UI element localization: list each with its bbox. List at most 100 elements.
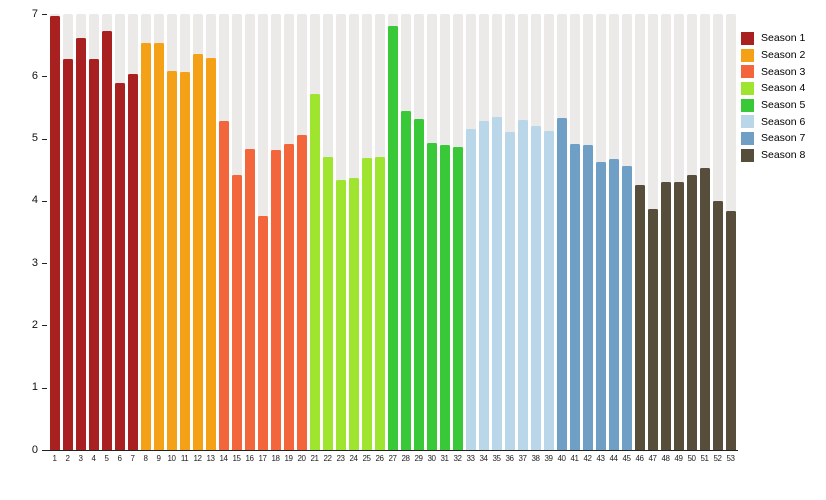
bar-slot-episode-44: [607, 14, 620, 450]
bar-slot-episode-50: [685, 14, 698, 450]
y-tick-label-5: 5: [31, 132, 38, 145]
legend-swatch-icon: [741, 31, 754, 45]
x-tick-label-40: 40: [557, 454, 566, 463]
plot-area: [48, 14, 738, 450]
bar-episode-49-season-8: [673, 181, 684, 450]
x-tick-label-6: 6: [117, 454, 122, 463]
x-tick-label-17: 17: [258, 454, 267, 463]
x-tick-label-41: 41: [570, 454, 579, 463]
bar-slot-episode-30: [425, 14, 438, 450]
legend-item-season-6: Season 6: [741, 113, 805, 130]
bar-slot-episode-40: [555, 14, 568, 450]
legend-label: Season 7: [761, 132, 806, 145]
bar-episode-47-season-8: [647, 208, 658, 450]
bar-episode-3-season-1: [75, 37, 86, 450]
bar-episode-29-season-5: [413, 119, 424, 450]
bar-episode-41-season-7: [569, 144, 580, 450]
bar-slot-episode-38: [529, 14, 542, 450]
bar-slot-episode-48: [659, 14, 672, 450]
y-tick-mark-4: [42, 200, 47, 202]
bar-slot-episode-13: [204, 14, 217, 450]
bar-episode-16-season-3: [244, 148, 255, 450]
bar-slot-episode-34: [477, 14, 490, 450]
x-tick-label-4: 4: [91, 454, 96, 463]
bar-episode-37-season-6: [517, 119, 528, 450]
bar-episode-2-season-1: [62, 58, 73, 450]
x-tick-label-36: 36: [505, 454, 514, 463]
bar-episode-40-season-7: [556, 118, 567, 450]
x-tick-label-2: 2: [65, 454, 70, 463]
y-tick-mark-6: [42, 76, 47, 78]
x-tick-label-29: 29: [414, 454, 423, 463]
legend-label: Season 5: [761, 99, 806, 112]
legend-label: Season 3: [761, 65, 806, 78]
x-tick-label-13: 13: [206, 454, 215, 463]
x-tick-label-47: 47: [648, 454, 657, 463]
bar-slot-episode-10: [165, 14, 178, 450]
bar-slot-episode-19: [282, 14, 295, 450]
bar-slot-episode-46: [633, 14, 646, 450]
x-tick-label-3: 3: [78, 454, 83, 463]
bar-slot-episode-51: [698, 14, 711, 450]
x-tick-label-48: 48: [661, 454, 670, 463]
legend-label: Season 1: [761, 32, 806, 45]
bar-slot-episode-7: [126, 14, 139, 450]
bar-episode-4-season-1: [88, 59, 99, 450]
bar-episode-23-season-4: [335, 180, 346, 450]
bar-episode-15-season-3: [231, 175, 242, 450]
bar-slot-episode-17: [256, 14, 269, 450]
bar-slot-episode-16: [243, 14, 256, 450]
bar-episode-14-season-3: [218, 121, 229, 450]
bar-slot-episode-23: [334, 14, 347, 450]
y-tick-mark-1: [42, 387, 47, 389]
x-tick-label-19: 19: [284, 454, 293, 463]
x-tick-label-52: 52: [713, 454, 722, 463]
y-tick-label-0: 0: [31, 443, 38, 456]
y-tick-label-6: 6: [31, 69, 38, 82]
x-tick-label-11: 11: [180, 454, 189, 463]
legend-item-season-2: Season 2: [741, 47, 805, 64]
bar-episode-12-season-2: [192, 53, 203, 450]
bar-slot-episode-31: [438, 14, 451, 450]
bar-slot-episode-49: [672, 14, 685, 450]
bar-slot-episode-9: [152, 14, 165, 450]
bar-episode-50-season-8: [686, 174, 697, 450]
bar-episode-17-season-3: [257, 215, 268, 450]
x-tick-label-23: 23: [336, 454, 345, 463]
x-tick-label-39: 39: [544, 454, 553, 463]
x-tick-label-49: 49: [674, 454, 683, 463]
x-tick-label-9: 9: [156, 454, 161, 463]
y-tick-label-7: 7: [31, 7, 38, 20]
x-tick-label-46: 46: [635, 454, 644, 463]
bar-slot-episode-11: [178, 14, 191, 450]
x-tick-label-42: 42: [583, 454, 592, 463]
bar-slot-episode-15: [230, 14, 243, 450]
x-tick-label-33: 33: [466, 454, 475, 463]
bar-slot-episode-25: [360, 14, 373, 450]
x-tick-label-14: 14: [219, 454, 228, 463]
bar-episode-32-season-5: [452, 147, 463, 450]
x-tick-label-5: 5: [104, 454, 109, 463]
bar-episode-34-season-6: [478, 121, 489, 450]
bar-episode-51-season-8: [699, 168, 710, 450]
legend-item-season-1: Season 1: [741, 30, 805, 47]
bar-episode-27-season-5: [387, 26, 398, 450]
bar-episode-5-season-1: [101, 30, 112, 450]
bar-slot-episode-18: [269, 14, 282, 450]
bar-slot-episode-6: [113, 14, 126, 450]
bar-episode-38-season-6: [530, 126, 541, 450]
bar-slot-episode-3: [74, 14, 87, 450]
legend-swatch-icon: [741, 115, 754, 129]
x-tick-label-26: 26: [375, 454, 384, 463]
bar-episode-8-season-2: [140, 43, 151, 450]
bar-episode-33-season-6: [465, 128, 476, 450]
legend-item-season-7: Season 7: [741, 130, 805, 147]
bar-slot-episode-24: [347, 14, 360, 450]
bar-episode-52-season-8: [712, 201, 723, 450]
x-tick-label-50: 50: [687, 454, 696, 463]
x-tick-label-7: 7: [130, 454, 135, 463]
legend-swatch-icon: [741, 98, 754, 112]
bar-slot-episode-4: [87, 14, 100, 450]
bar-slot-episode-27: [386, 14, 399, 450]
